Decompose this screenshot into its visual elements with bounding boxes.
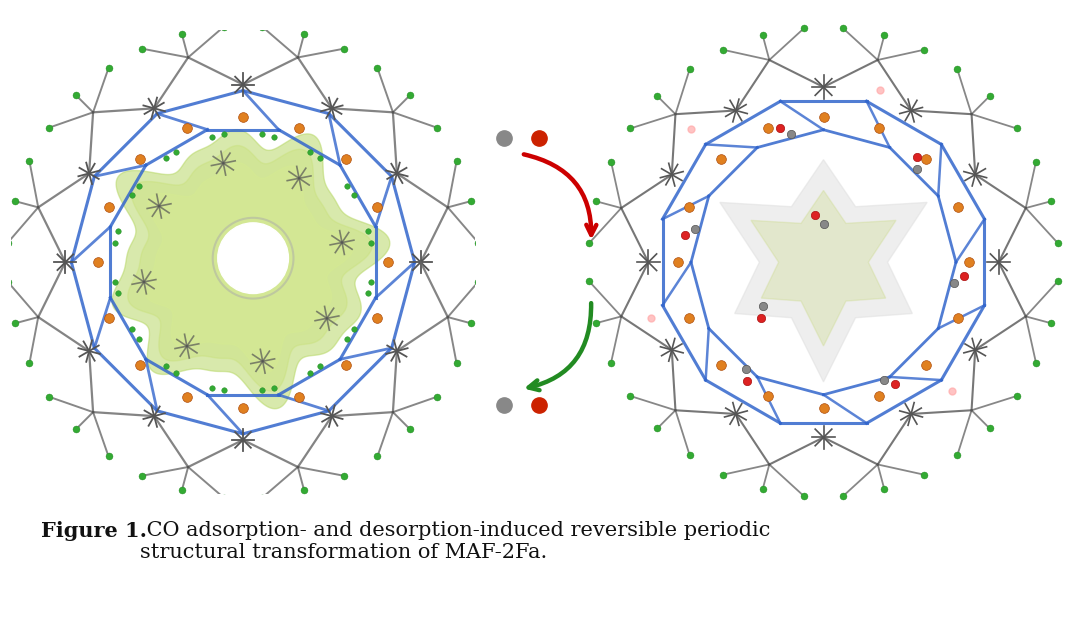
Polygon shape — [112, 130, 390, 408]
Text: Figure 1.: Figure 1. — [41, 521, 147, 541]
Polygon shape — [751, 191, 896, 346]
Circle shape — [218, 223, 288, 294]
Text: CO adsorption- and desorption-induced reversible periodic
structural transformat: CO adsorption- and desorption-induced re… — [140, 521, 771, 562]
Polygon shape — [145, 163, 353, 372]
Polygon shape — [127, 146, 373, 391]
Polygon shape — [720, 160, 927, 382]
